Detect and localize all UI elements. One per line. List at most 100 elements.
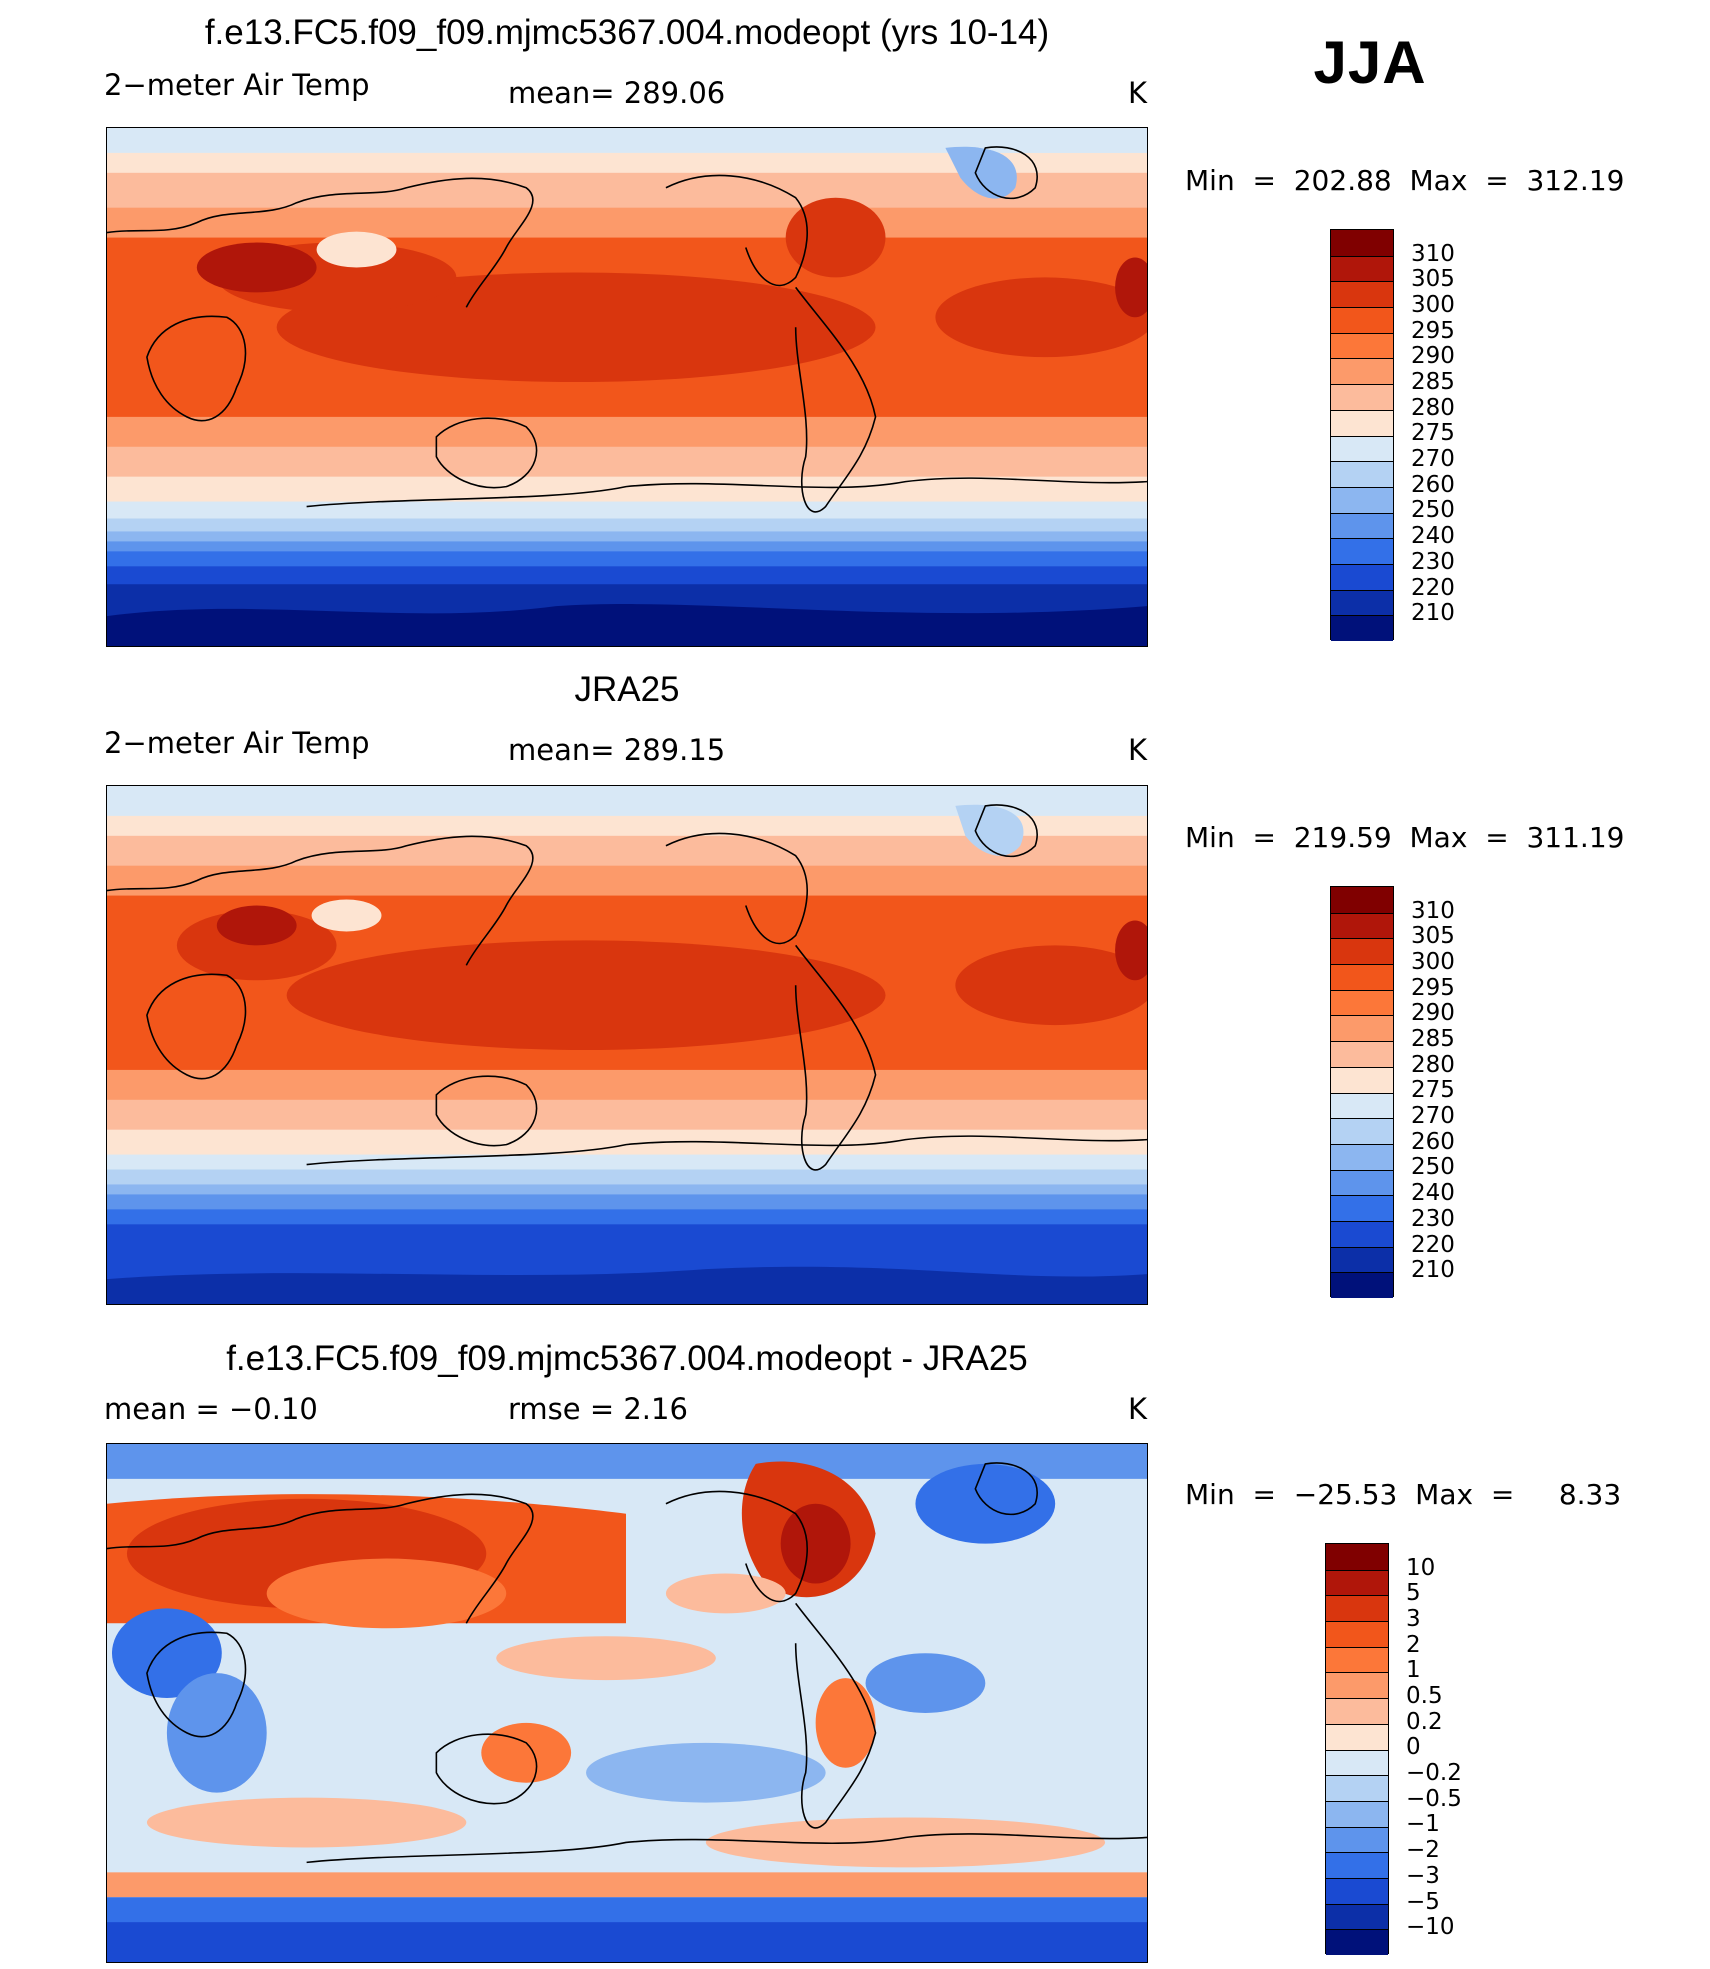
min-max-label: Min = −25.53 Max = 8.33 [1185, 1478, 1622, 1511]
colorbar-swatch [1331, 307, 1393, 333]
colorbar-label: 240 [1411, 1180, 1455, 1207]
colorbar-label: 295 [1411, 974, 1455, 1001]
colorbar-swatch [1326, 1569, 1388, 1596]
colorbar-label: −0.2 [1406, 1760, 1462, 1787]
colorbar-label: 0 [1406, 1734, 1421, 1761]
colorbar-label: 305 [1411, 266, 1455, 293]
colorbar-swatch [1331, 1143, 1393, 1170]
colorbar-swatch [1326, 1723, 1388, 1750]
colorbar-label: 3 [1406, 1605, 1421, 1632]
colorbar-label: 310 [1411, 897, 1455, 924]
colorbar-swatch [1331, 255, 1393, 282]
colorbar-label: 5 [1406, 1580, 1421, 1607]
colorbar-swatch [1326, 1775, 1388, 1801]
colorbar-swatch [1331, 486, 1393, 513]
colorbar-label: 260 [1411, 471, 1455, 498]
rmse-label: rmse = 2.16 [508, 1392, 688, 1426]
colorbar-swatch [1331, 435, 1393, 462]
min-max-label: Min = 219.59 Max = 311.19 [1185, 821, 1625, 854]
colorbar: 10 5 3 2 1 0.5 0.2 0 −0.2 −0.5 −1 −2 −3 −5 −10 [1325, 1543, 1462, 1955]
colorbar-swatch [1331, 384, 1393, 410]
difference-map [106, 1443, 1148, 1963]
min-max-label: Min = 202.88 Max = 312.19 [1185, 164, 1625, 197]
colorbar-swatch [1331, 1195, 1393, 1221]
colorbar-swatch [1331, 615, 1393, 641]
colorbar-label: −5 [1406, 1888, 1440, 1915]
colorbar-label: 240 [1411, 523, 1455, 550]
colorbar-label: −3 [1406, 1862, 1440, 1889]
panel-title: f.e13.FC5.f09_f09.mjmc5367.004.modeopt -… [226, 1339, 1028, 1378]
colorbar-label: 220 [1411, 1231, 1455, 1258]
temperature-map [106, 785, 1148, 1305]
colorbar-label: 280 [1411, 1051, 1455, 1078]
panel-title: JRA25 [574, 670, 680, 709]
colorbar-swatch [1326, 1852, 1388, 1878]
colorbar-swatch [1326, 1544, 1388, 1570]
colorbar-swatch [1326, 1672, 1388, 1699]
colorbar-swatch [1331, 938, 1393, 965]
colorbar-swatch [1326, 1903, 1388, 1930]
colorbar-label: 280 [1411, 394, 1455, 421]
colorbar-swatch [1331, 332, 1393, 359]
colorbar: 310 305 300 295 290 285 280 275 270 260 250 240 230 2… [1330, 886, 1455, 1298]
colorbar-swatch [1331, 358, 1393, 385]
colorbar-swatch [1331, 461, 1393, 487]
colorbar-swatch [1331, 989, 1393, 1016]
mean-label: mean = −0.10 [104, 1392, 318, 1426]
units-label: K [1128, 1392, 1148, 1426]
colorbar-swatch [1331, 1220, 1393, 1247]
colorbar-label: 310 [1411, 240, 1455, 267]
colorbar-label: 285 [1411, 369, 1455, 396]
colorbar-swatch [1331, 538, 1393, 564]
colorbar-label: 1 [1406, 1657, 1421, 1684]
variable-label: 2−meter Air Temp [104, 68, 370, 102]
colorbar-swatch [1331, 912, 1393, 939]
colorbar-swatch [1331, 512, 1393, 539]
colorbar-swatch [1326, 1646, 1388, 1673]
colorbar-label: 305 [1411, 923, 1455, 950]
colorbar-label: 300 [1411, 948, 1455, 975]
mean-label: mean= 289.15 [508, 733, 726, 767]
colorbar-label: 0.5 [1406, 1683, 1443, 1710]
colorbar-label: 275 [1411, 420, 1455, 447]
colorbar-label: 0.2 [1406, 1708, 1443, 1735]
colorbar-swatch [1326, 1929, 1388, 1955]
colorbar-label: 2 [1406, 1631, 1421, 1658]
colorbar-swatch [1331, 589, 1393, 616]
colorbar-label: −0.5 [1406, 1785, 1462, 1812]
panel-title: f.e13.FC5.f09_f09.mjmc5367.004.modeopt (… [204, 13, 1050, 52]
colorbar-swatch [1331, 1246, 1393, 1273]
colorbar-label: 230 [1411, 1205, 1455, 1232]
colorbar-label: 270 [1411, 1103, 1455, 1130]
units-label: K [1128, 733, 1148, 767]
colorbar-swatch [1331, 281, 1393, 308]
colorbar-label: 260 [1411, 1128, 1455, 1155]
colorbar-label: 270 [1411, 446, 1455, 473]
variable-label: 2−meter Air Temp [104, 726, 370, 760]
temperature-map [106, 127, 1148, 647]
colorbar-swatch [1331, 1272, 1393, 1298]
colorbar-label: −10 [1406, 1914, 1455, 1941]
colorbar-swatch [1331, 1118, 1393, 1144]
colorbar-label: 290 [1411, 1000, 1455, 1027]
colorbar-swatch [1331, 230, 1393, 256]
colorbar-label: 300 [1411, 291, 1455, 318]
colorbar-label: 285 [1411, 1026, 1455, 1053]
colorbar-label: 10 [1406, 1554, 1436, 1581]
colorbar-swatch [1331, 409, 1393, 436]
colorbar-label: 210 [1411, 1257, 1455, 1284]
colorbar-swatch [1326, 1826, 1388, 1853]
colorbar-label: 275 [1411, 1077, 1455, 1104]
colorbar-label: 250 [1411, 1154, 1455, 1181]
colorbar-swatch [1326, 1749, 1388, 1776]
colorbar-label: 295 [1411, 317, 1455, 344]
colorbar-swatch [1331, 563, 1393, 590]
colorbar-label: −1 [1406, 1811, 1440, 1838]
colorbar-swatch [1326, 1800, 1388, 1827]
colorbar-swatch [1331, 887, 1393, 913]
colorbar-swatch [1331, 964, 1393, 990]
colorbar-swatch [1331, 1066, 1393, 1093]
colorbar-label: 250 [1411, 497, 1455, 524]
colorbar-label: 290 [1411, 343, 1455, 370]
colorbar-label: 230 [1411, 548, 1455, 575]
